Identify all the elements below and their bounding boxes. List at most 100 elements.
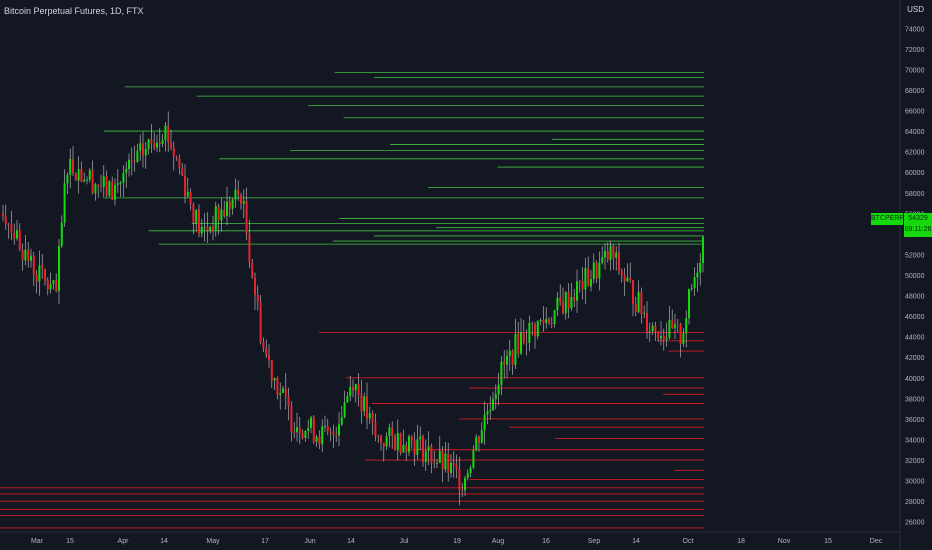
candle-body	[125, 168, 128, 173]
candle-body	[226, 201, 228, 217]
candle-body	[133, 161, 136, 163]
candle-body	[480, 429, 483, 443]
candle-body	[550, 323, 553, 325]
candle-body	[354, 383, 357, 391]
candle-body	[424, 451, 427, 462]
candle-body	[648, 331, 651, 333]
candle-body	[214, 206, 217, 232]
last-price-tag: 54329 09:11:26	[904, 213, 932, 237]
candle-body	[16, 230, 18, 239]
candle-body	[217, 206, 220, 221]
candle-body	[542, 320, 545, 324]
candle-body	[178, 158, 181, 169]
time-tick-label: 14	[347, 538, 355, 545]
candle-body	[408, 436, 410, 453]
candle-body	[679, 324, 682, 344]
candle-body	[338, 424, 340, 436]
candle-body	[472, 450, 475, 468]
candle-body	[142, 143, 144, 156]
candle-body	[371, 413, 374, 423]
candle-body	[422, 436, 424, 462]
candle-body	[489, 410, 492, 412]
candle-body	[366, 396, 368, 419]
candle-body	[525, 342, 528, 344]
candle-body	[399, 432, 402, 453]
candle-body	[427, 446, 430, 452]
candle-body	[55, 280, 58, 291]
candle-body	[357, 383, 360, 395]
bar-countdown: 09:11:26	[904, 226, 932, 233]
time-tick-label: Nov	[778, 538, 791, 545]
candle-body	[209, 226, 212, 231]
price-tick-label: 42000	[905, 355, 925, 362]
candle-body	[46, 280, 49, 290]
candle-body	[626, 277, 629, 282]
candle-body	[290, 406, 293, 432]
candle-body	[2, 213, 4, 217]
candle-body	[346, 396, 349, 403]
candle-body	[478, 436, 480, 443]
candle-body	[573, 297, 576, 301]
candle-body	[380, 435, 382, 443]
candle-body	[184, 175, 186, 197]
time-tick-label: 15	[824, 538, 832, 545]
candle-body	[562, 302, 564, 314]
candle-body	[595, 262, 598, 279]
candle-body	[315, 436, 318, 442]
candle-body	[144, 148, 147, 156]
candle-body	[94, 184, 97, 194]
candle-body	[612, 245, 615, 258]
candle-body	[35, 274, 38, 282]
candle-body	[391, 427, 394, 436]
price-tick-label: 52000	[905, 252, 925, 259]
candle-body	[245, 201, 248, 234]
candle-body	[301, 432, 304, 438]
candle-body	[651, 325, 654, 332]
candle-body	[256, 294, 259, 303]
time-tick-label: Jul	[400, 538, 409, 545]
symbol-tag: BTCPERP	[871, 213, 904, 225]
candle-body	[276, 377, 279, 395]
candle-body	[629, 277, 632, 281]
candle-body	[97, 184, 100, 187]
candle-body	[388, 427, 391, 437]
candle-body	[410, 436, 413, 441]
candle-body	[212, 226, 214, 232]
time-tick-label: May	[206, 538, 220, 545]
candle-body	[441, 450, 444, 470]
candle-body	[198, 209, 200, 234]
candle-body	[528, 322, 531, 344]
candle-body	[676, 324, 679, 326]
candle-body	[259, 302, 262, 343]
candle-body	[405, 444, 408, 453]
candle-body	[27, 249, 30, 261]
candle-body	[494, 394, 497, 400]
candle-body	[637, 292, 640, 312]
candle-body	[654, 325, 657, 332]
candle-body	[203, 226, 206, 228]
candle-body	[671, 319, 674, 329]
candle-body	[150, 139, 153, 143]
candle-body	[136, 150, 139, 162]
candle-body	[430, 446, 433, 463]
price-tick-label: 30000	[905, 479, 925, 486]
last-price-value: 54329	[908, 215, 928, 222]
candle-body	[564, 292, 567, 314]
candle-body	[254, 277, 256, 295]
candle-body	[576, 281, 578, 301]
candle-body	[352, 386, 354, 391]
candle-body	[643, 312, 646, 314]
candle-body	[58, 246, 60, 291]
price-tick-label: 66000	[905, 109, 925, 116]
candle-body	[49, 283, 52, 290]
candle-body	[206, 226, 209, 231]
candle-body	[114, 185, 116, 200]
time-tick-label: 15	[66, 538, 74, 545]
candle-body	[128, 159, 130, 169]
candle-body	[282, 388, 284, 393]
candle-body	[690, 287, 693, 289]
candle-body	[646, 312, 648, 332]
currency-label[interactable]: USD	[907, 5, 924, 14]
time-tick-label: Sep	[588, 538, 601, 545]
